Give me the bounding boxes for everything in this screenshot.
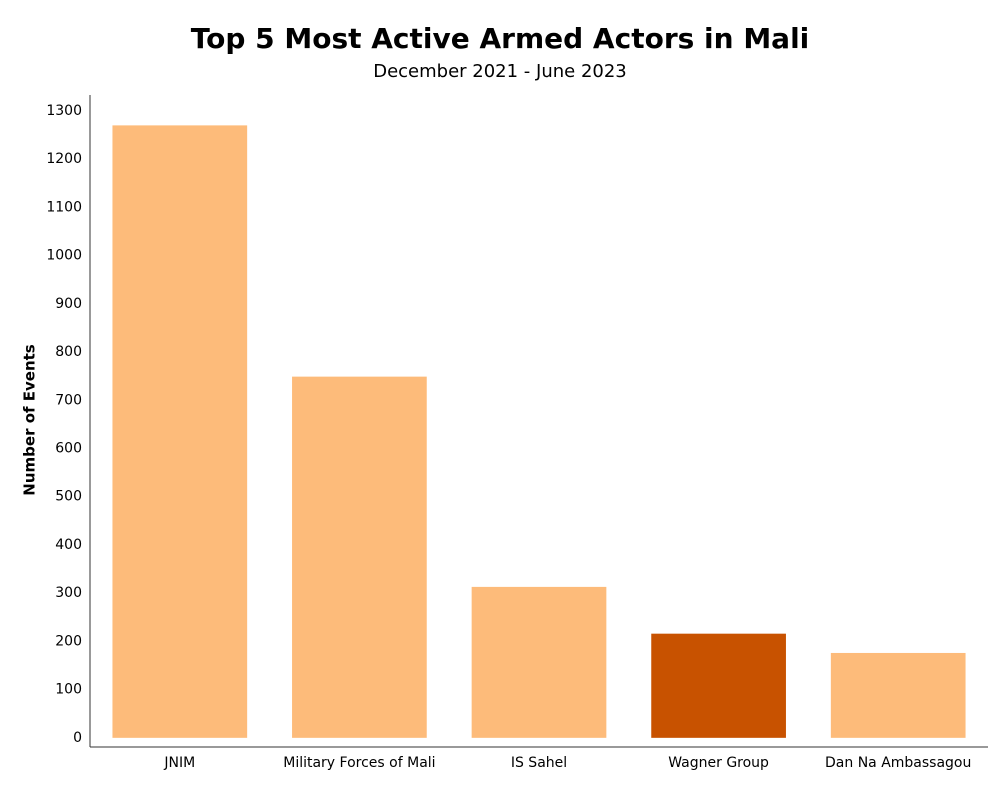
bar [112, 125, 248, 738]
y-tick-label: 100 [55, 682, 82, 698]
y-tick-label: 200 [55, 633, 82, 649]
chart-title: Top 5 Most Active Armed Actors in Mali [191, 22, 810, 55]
y-tick-label: 1300 [46, 103, 82, 119]
y-tick-label: 800 [55, 344, 82, 360]
y-tick-label: 500 [55, 489, 82, 505]
chart-subtitle: December 2021 - June 2023 [373, 61, 627, 82]
y-axis-label: Number of Events [21, 344, 39, 495]
y-tick-label: 900 [55, 296, 82, 312]
y-tick-label: 0 [73, 730, 82, 746]
y-tick-label: 1000 [46, 248, 82, 264]
y-tick-label: 300 [55, 585, 82, 601]
y-tick-label: 700 [55, 392, 82, 408]
bar [651, 633, 786, 738]
bar [292, 376, 427, 738]
x-tick-label: Wagner Group [668, 755, 769, 771]
x-tick-label: JNIM [163, 755, 195, 771]
x-tick-label: Dan Na Ambassagou [825, 755, 971, 771]
x-tick-label: IS Sahel [511, 755, 567, 771]
y-tick-label: 400 [55, 537, 82, 553]
y-tick-label: 1200 [46, 151, 82, 167]
y-tick-label: 600 [55, 440, 82, 456]
y-tick-label: 1100 [46, 199, 82, 215]
bar [471, 586, 607, 738]
bar [830, 652, 966, 738]
x-tick-label: Military Forces of Mali [283, 755, 435, 771]
